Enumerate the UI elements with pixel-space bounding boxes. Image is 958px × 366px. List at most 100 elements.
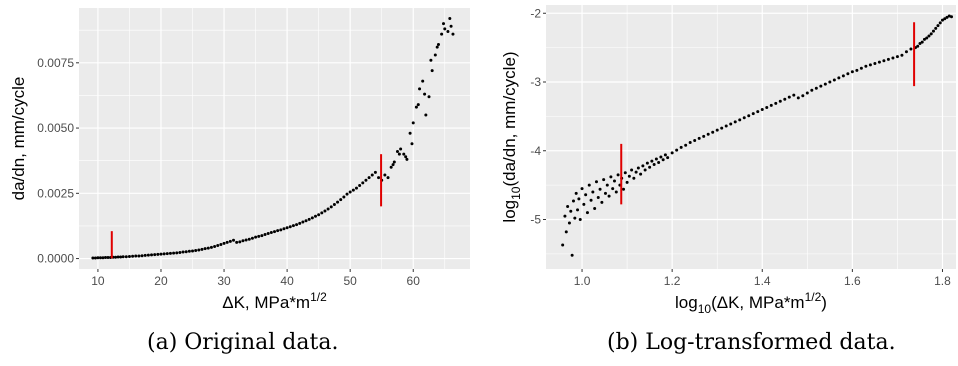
chart-a-data-point xyxy=(225,240,229,244)
chart-b-data-point xyxy=(909,47,913,51)
chart-b-data-point xyxy=(934,26,938,30)
chart-a-data-point xyxy=(405,157,409,161)
chart-a-data-point xyxy=(219,242,223,246)
chart-a-data-point xyxy=(383,173,387,177)
chart-a-data-point xyxy=(206,246,210,250)
chart-b-data-point xyxy=(661,158,665,162)
chart-b-data-point xyxy=(675,148,679,152)
chart-b-data-point xyxy=(916,44,920,48)
chart-a-data-point xyxy=(301,220,305,224)
chart-b-data-point xyxy=(657,160,661,164)
chart-a-data-point xyxy=(364,178,368,182)
chart-a-data-point xyxy=(238,240,242,244)
chart-a-x-tick-label: 50 xyxy=(343,274,357,288)
chart-b-plot-panel xyxy=(546,5,956,269)
chart-a-data-point xyxy=(361,181,365,185)
chart-a-x-tick-label: 10 xyxy=(91,274,105,288)
chart-a-data-point xyxy=(137,254,141,258)
chart-a-data-point xyxy=(386,176,390,180)
chart-a-data-point xyxy=(332,203,336,207)
chart-b-data-point xyxy=(600,200,604,204)
chart-a-data-point xyxy=(442,22,446,26)
chart-a-data-point xyxy=(410,142,414,146)
chart-a-data-point xyxy=(320,211,324,215)
chart-a-data-point xyxy=(451,32,455,36)
chart-b-data-point xyxy=(720,126,724,130)
chart-b-data-point xyxy=(697,136,701,140)
chart-a-data-point xyxy=(408,131,412,135)
chart-b-data-point xyxy=(778,99,782,103)
chart-b-data-point xyxy=(715,128,719,132)
chart-b-y-axis-title: log10(da/dn, mm/cycle) xyxy=(500,51,523,222)
chart-a-data-point xyxy=(250,236,254,240)
chart-a-data-point xyxy=(228,239,232,243)
chart-a-data-point xyxy=(424,113,428,117)
chart-b-data-point xyxy=(877,60,881,64)
chart-a-data-point xyxy=(423,92,427,96)
chart-a-data-point xyxy=(446,29,450,33)
chart-a-data-point xyxy=(421,79,425,83)
chart-b-data-point xyxy=(585,211,589,215)
chart-b-data-point xyxy=(850,70,854,74)
chart-b-data-point xyxy=(751,112,755,116)
chart-b-data-point xyxy=(846,72,850,76)
chart-b-data-point xyxy=(801,94,805,98)
chart-a-data-point xyxy=(436,43,440,47)
chart-a-data-point xyxy=(200,247,204,251)
chart-a-data-point xyxy=(279,228,283,232)
chart-b-data-point xyxy=(823,82,827,86)
chart-b-data-point xyxy=(920,40,924,44)
chart-a-data-point xyxy=(329,205,333,209)
chart-a-x-tick-label: 20 xyxy=(154,274,168,288)
chart-b-data-point xyxy=(886,57,890,61)
chart-b-data-point xyxy=(648,165,652,169)
chart-b-data-point xyxy=(576,208,580,212)
chart-a-data-point xyxy=(98,256,102,260)
chart-b-x-tick-label: 1.8 xyxy=(934,274,951,288)
chart-a-data-point xyxy=(106,256,110,260)
chart-a-data-point xyxy=(449,24,453,28)
chart-a-data-point xyxy=(295,223,299,227)
chart-b-data-point xyxy=(949,15,953,19)
chart-a-data-point xyxy=(430,69,434,73)
chart-b-data-point xyxy=(765,105,769,109)
chart-b-data-point xyxy=(931,29,935,33)
chart-b-x-tick-label: 1.0 xyxy=(574,274,591,288)
chart-a-data-point xyxy=(156,252,160,256)
chart-a-data-point xyxy=(263,233,267,237)
chart-a-data-point xyxy=(288,225,292,229)
chart-b-data-point xyxy=(589,198,593,202)
chart-a-data-point xyxy=(165,252,169,256)
chart-b-data-point xyxy=(945,15,949,19)
chart-b-data-point xyxy=(634,170,638,174)
chart-a-data-point xyxy=(143,253,147,257)
chart-b-data-point xyxy=(711,130,715,134)
chart-a-data-point xyxy=(291,224,295,228)
chart-a-data-point xyxy=(103,256,107,260)
chart-b-data-point xyxy=(654,157,658,161)
chart-b-data-point xyxy=(632,176,636,180)
chart-a-data-point xyxy=(348,190,352,194)
chart-b-data-point xyxy=(570,253,574,257)
chart-b-data-point xyxy=(582,202,586,206)
chart-a-data-point xyxy=(191,249,195,253)
chart-b-data-point xyxy=(837,76,841,80)
chart-a-data-point xyxy=(282,227,286,231)
chart-b-data-point xyxy=(819,84,823,88)
chart-b-y-tick-label: -4 xyxy=(530,144,541,158)
chart-a-data-point xyxy=(101,256,105,260)
chart-b-data-point xyxy=(563,214,567,218)
chart-b-data-point xyxy=(783,97,787,101)
chart-b-data-point xyxy=(832,78,836,82)
chart-b-data-point xyxy=(904,50,908,54)
chart-b-data-point xyxy=(625,180,629,184)
chart-b-data-point xyxy=(587,183,591,187)
chart-b-data-point xyxy=(810,88,814,92)
chart-b-data-point xyxy=(792,93,796,97)
chart-b-data-point xyxy=(742,116,746,120)
chart-b-data-point xyxy=(805,91,809,95)
chart-b-x-tick-label: 1.4 xyxy=(754,274,771,288)
chart-b-data-point xyxy=(571,199,575,203)
chart-b-data-point xyxy=(760,108,764,111)
chart-a-data-point xyxy=(254,235,258,239)
